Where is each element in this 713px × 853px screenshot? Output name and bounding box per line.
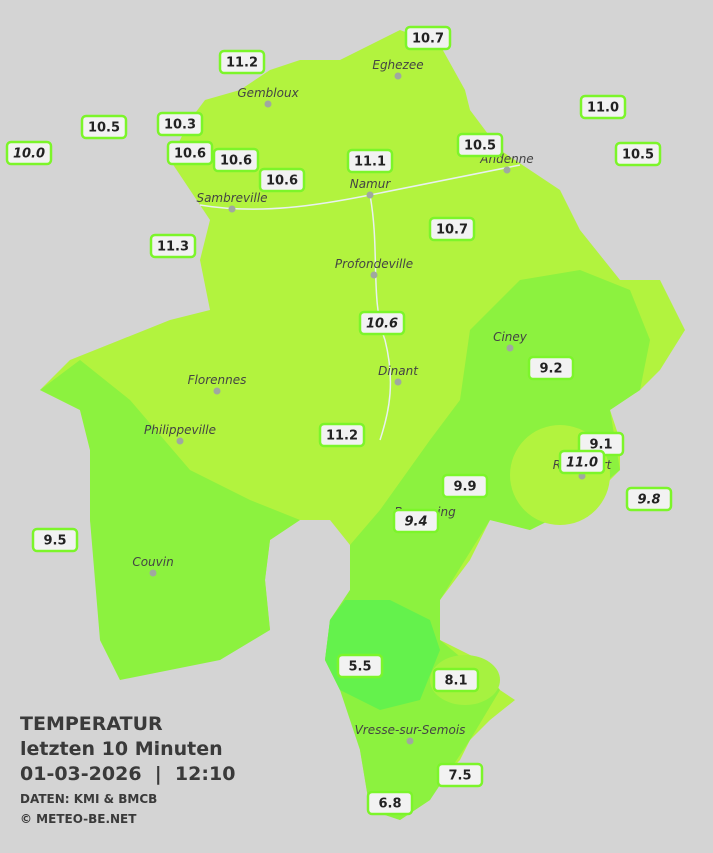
city-label: Namur xyxy=(350,177,392,191)
zone-west xyxy=(40,360,300,680)
title-block: TEMPERATUR letzten 10 Minuten 01-03-2026… xyxy=(20,713,235,826)
station-value: 11.1 xyxy=(354,155,386,170)
station-value: 11.2 xyxy=(326,429,358,444)
station-box xyxy=(166,140,214,166)
station-box xyxy=(156,111,204,137)
timestamp: 01-03-2026 | 12:10 xyxy=(20,763,235,785)
station-value: 6.8 xyxy=(378,797,401,812)
station-box xyxy=(318,422,366,448)
station-box xyxy=(432,667,480,693)
station-box xyxy=(625,486,673,512)
station-value: 10.0 xyxy=(13,147,45,162)
station-value: 10.6 xyxy=(220,154,252,169)
station-value: 9.5 xyxy=(43,534,66,549)
city-dot xyxy=(149,569,157,577)
station-value: 8.1 xyxy=(444,674,467,689)
station-value: 7.5 xyxy=(448,769,471,784)
station-value: 10.5 xyxy=(464,139,496,154)
station-box xyxy=(346,148,394,174)
zone-south xyxy=(325,600,440,710)
station-value: 9.8 xyxy=(637,493,660,508)
city-dot xyxy=(394,72,402,80)
city-dot xyxy=(506,344,514,352)
city-label: Florennes xyxy=(188,373,247,387)
station-box xyxy=(392,508,440,534)
station-box xyxy=(579,94,627,120)
city-dot xyxy=(228,205,236,213)
station-value: 10.7 xyxy=(412,32,444,47)
city-dot xyxy=(394,378,402,386)
station-box xyxy=(212,147,260,173)
station-value: 10.6 xyxy=(174,147,206,162)
station-box xyxy=(218,49,266,75)
city-dot xyxy=(503,166,511,174)
station-value: 10.5 xyxy=(88,121,120,136)
station-box xyxy=(5,140,53,166)
copyright: © METEO-BE.NET xyxy=(20,812,137,826)
station-box xyxy=(366,790,414,816)
city-dot xyxy=(176,437,184,445)
station-value: 9.4 xyxy=(404,515,427,530)
station-box xyxy=(258,167,306,193)
city-label: Dinant xyxy=(378,364,419,378)
source: DATEN: KMI & BMCB xyxy=(20,792,157,806)
subtitle: letzten 10 Minuten xyxy=(20,738,223,760)
station-box xyxy=(149,233,197,259)
city-label: Eghezee xyxy=(372,58,423,72)
city-label: Ciney xyxy=(493,330,528,344)
city-dot xyxy=(366,191,374,199)
station-box xyxy=(80,114,128,140)
station-value: 11.0 xyxy=(587,101,619,116)
station-box xyxy=(558,449,606,475)
station-value: 10.6 xyxy=(366,317,398,332)
station-box xyxy=(614,141,662,167)
city-dot xyxy=(370,271,378,279)
station-value: 11.3 xyxy=(157,240,189,255)
city-dot xyxy=(264,100,272,108)
city-label: Gembloux xyxy=(237,86,299,100)
station-box xyxy=(456,132,504,158)
city-dot xyxy=(406,737,414,745)
station-value: 10.3 xyxy=(164,118,196,133)
city-dot xyxy=(213,387,221,395)
station-value: 5.5 xyxy=(348,660,371,675)
station-box xyxy=(436,762,484,788)
station-value: 11.2 xyxy=(226,56,258,71)
station-value: 9.9 xyxy=(453,480,476,495)
station-value: 9.2 xyxy=(539,362,562,377)
city-label: Couvin xyxy=(132,555,173,569)
station-value: 11.0 xyxy=(566,456,598,471)
station-box xyxy=(336,653,384,679)
station-box xyxy=(428,216,476,242)
station-box xyxy=(404,25,452,51)
station-box xyxy=(358,310,406,336)
station-value: 10.7 xyxy=(436,223,468,238)
station-box xyxy=(441,473,489,499)
city-label: Sambreville xyxy=(196,191,267,205)
station-value: 10.6 xyxy=(266,174,298,189)
station-value: 10.5 xyxy=(622,148,654,163)
title: TEMPERATUR xyxy=(20,713,163,735)
city-label: Philippeville xyxy=(144,423,216,437)
station-box xyxy=(31,527,79,553)
station-value: 9.1 xyxy=(589,438,612,453)
station-box xyxy=(527,355,575,381)
city-label: Profondeville xyxy=(335,257,413,271)
city-label: Vresse-sur-Semois xyxy=(355,723,466,737)
